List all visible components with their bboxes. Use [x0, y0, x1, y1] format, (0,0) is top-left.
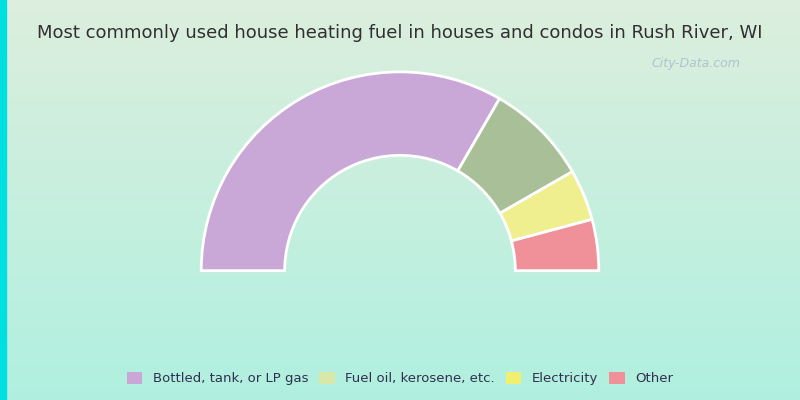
Bar: [0, 0, 6, 400]
Legend: Bottled, tank, or LP gas, Fuel oil, kerosene, etc., Electricity, Other: Bottled, tank, or LP gas, Fuel oil, kero…: [122, 368, 678, 390]
Wedge shape: [202, 72, 499, 271]
Text: City-Data.com: City-Data.com: [651, 58, 741, 70]
Wedge shape: [500, 172, 592, 241]
Wedge shape: [458, 99, 572, 213]
Wedge shape: [511, 220, 598, 271]
Text: Most commonly used house heating fuel in houses and condos in Rush River, WI: Most commonly used house heating fuel in…: [38, 24, 762, 42]
